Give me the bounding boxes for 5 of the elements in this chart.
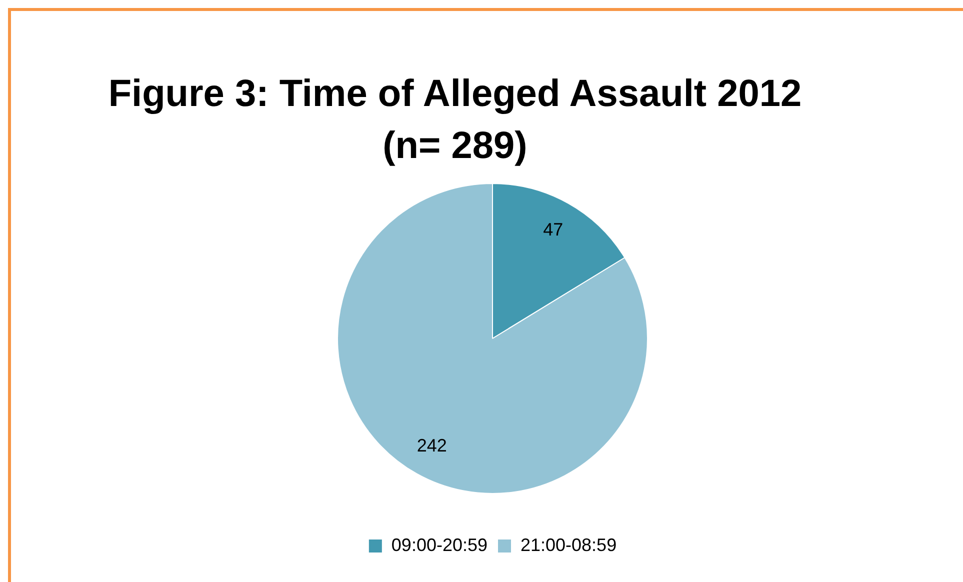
legend-label: 21:00-08:59: [520, 534, 617, 555]
legend-label: 09:00-20:59: [391, 534, 488, 555]
data-label: 242: [416, 436, 447, 456]
data-label: 47: [543, 219, 564, 240]
chart-title: Figure 3: Time of Alleged Assault 2012 (n= 289): [107, 72, 803, 169]
